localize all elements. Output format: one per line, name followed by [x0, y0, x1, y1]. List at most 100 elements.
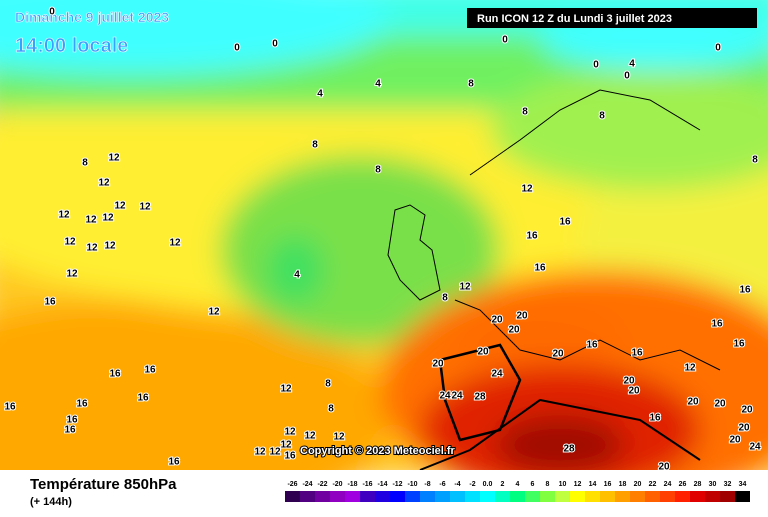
scale-label: -16: [362, 481, 372, 488]
date: Dimanche 9 juillet 2023: [15, 9, 169, 25]
contour-label: 12: [269, 447, 281, 458]
scale-label: -12: [392, 481, 402, 488]
scale-swatch: [735, 491, 750, 502]
scale-label: 22: [649, 481, 657, 488]
coastlines: [387, 89, 721, 471]
contour-label: 28: [563, 444, 575, 455]
copyright: Copyright © 2023 Meteociel.fr: [300, 445, 456, 457]
contour-label: 12: [304, 431, 316, 442]
scale-label: 2: [501, 481, 505, 488]
contour-label: 12: [139, 202, 151, 213]
scale-swatch: [585, 491, 600, 502]
scale-swatch: [645, 491, 660, 502]
scale-label: -24: [302, 481, 312, 488]
contour-label: 12: [108, 153, 120, 164]
contour-label: 28: [474, 392, 486, 403]
scale-swatch: [705, 491, 720, 502]
contour-label: 12: [58, 210, 70, 221]
contour-label: 20: [491, 315, 503, 326]
contour-label: 16: [586, 340, 598, 351]
contour-label: 12: [66, 269, 78, 280]
scale-label: 18: [619, 481, 627, 488]
scale-swatch: [360, 491, 375, 502]
contour-label: 20: [477, 347, 489, 358]
scale-label: -26: [287, 481, 297, 488]
scale-label: -4: [454, 481, 460, 488]
contour-label: 12: [333, 432, 345, 443]
scale-label: 24: [664, 481, 672, 488]
contour-label: 12: [208, 307, 220, 318]
scale-label: -18: [347, 481, 357, 488]
contour-label: 0: [49, 7, 55, 18]
scale-swatch: [690, 491, 705, 502]
scale-swatch: [300, 491, 315, 502]
contour-label: 20: [552, 349, 564, 360]
scale-label: 30: [709, 481, 717, 488]
scale-label: -6: [439, 481, 445, 488]
contour-label: 0: [715, 43, 721, 54]
contour-label: 12: [114, 201, 126, 212]
scale-swatch: [570, 491, 585, 502]
contour-label: 12: [169, 238, 181, 249]
scale-label: -8: [424, 481, 430, 488]
contour-label: 20: [741, 405, 753, 416]
scale-label: -20: [332, 481, 342, 488]
contour-label: 4: [629, 59, 635, 70]
scale-label: 4: [516, 481, 520, 488]
contour-label: 24: [491, 369, 503, 380]
scale-swatch: [450, 491, 465, 502]
contour-label: 24: [439, 391, 451, 402]
contour-label: 8: [752, 155, 758, 166]
contour-label: 12: [104, 241, 116, 252]
contour-label: 16: [631, 348, 643, 359]
contour-label: 16: [526, 231, 538, 242]
contour-label: 0: [593, 60, 599, 71]
contour-label: 12: [254, 447, 266, 458]
scale-swatch: [480, 491, 495, 502]
scale-label: 34: [739, 481, 747, 488]
scale-swatch: [420, 491, 435, 502]
scale-swatch: [315, 491, 330, 502]
contour-label: 20: [508, 325, 520, 336]
run-box: [467, 8, 757, 28]
scale-label: 6: [531, 481, 535, 488]
contour-label: 16: [711, 319, 723, 330]
contour-label: 20: [729, 435, 741, 446]
scale-swatch: [675, 491, 690, 502]
contour-label: 12: [459, 282, 471, 293]
contour-label: 12: [86, 243, 98, 254]
contour-label: 8: [82, 158, 88, 169]
scale-swatch: [525, 491, 540, 502]
scale-label: 10: [559, 481, 567, 488]
contour-label: 20: [516, 311, 528, 322]
contour-label: 16: [168, 457, 180, 468]
scale-label: -22: [317, 481, 327, 488]
contour-label: 4: [317, 89, 323, 100]
contour-label: 8: [468, 79, 474, 90]
scale-label: 32: [724, 481, 732, 488]
scale-label: -14: [377, 481, 387, 488]
scale-swatch: [435, 491, 450, 502]
scale-label: 12: [574, 481, 582, 488]
contour-label: 16: [66, 415, 78, 426]
scale-label: 28: [694, 481, 702, 488]
legend-subtitle: (+ 144h): [30, 496, 72, 508]
contour-label: 24: [451, 391, 463, 402]
contour-label: 4: [375, 79, 381, 90]
contour-label: 12: [98, 178, 110, 189]
scale-swatch: [465, 491, 480, 502]
time: 14:00 locale: [15, 35, 128, 57]
contour-label: 16: [64, 425, 76, 436]
contour-label: 12: [284, 427, 296, 438]
scale-label: 20: [634, 481, 642, 488]
contour-label: 8: [325, 379, 331, 390]
contour-label: 24: [749, 442, 761, 453]
scale-swatch: [660, 491, 675, 502]
contour-label: 8: [599, 111, 605, 122]
contour-label: 12: [521, 184, 533, 195]
scale-label: -2: [469, 481, 475, 488]
contour-label: 12: [102, 213, 114, 224]
scale-swatch: [600, 491, 615, 502]
